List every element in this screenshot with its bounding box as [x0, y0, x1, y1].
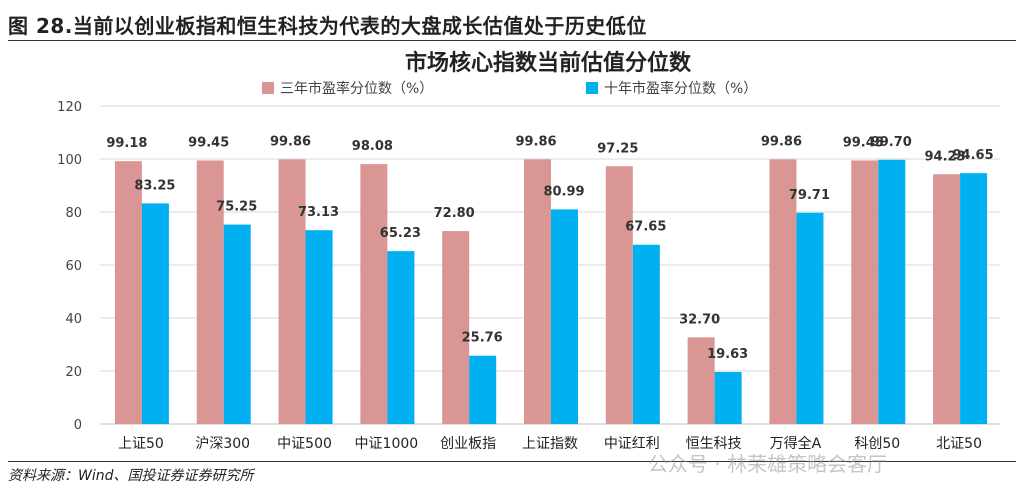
y-axis: 0 20 40 60 80 100 120	[57, 100, 82, 433]
bar-three-year	[769, 159, 797, 424]
x-tick-label: 上证50	[118, 436, 164, 452]
y-tick-label: 120	[57, 100, 82, 115]
x-axis: 上证50 沪深300 中证500 中证1000 创业板指 上证指数 中证红利 恒生科技 万得全A…	[118, 435, 982, 452]
legend-label-ten-year: 十年市盈率分位数（%）	[604, 80, 757, 97]
bars	[114, 159, 988, 425]
data-labels: 99.18 83.25 99.45 75.25 99.86 73.13 98.08 65.23…	[106, 134, 993, 362]
x-tick-label: 中证红利	[604, 436, 660, 452]
bar-three-year	[196, 160, 224, 424]
value-label-three-year: 94.23	[925, 149, 966, 164]
value-label-ten-year: 94.65	[953, 148, 994, 163]
y-tick-label: 100	[57, 153, 82, 168]
value-label-ten-year: 83.25	[134, 178, 175, 193]
value-label-three-year: 99.18	[106, 136, 147, 151]
value-label-ten-year: 79.71	[789, 188, 830, 203]
chart-title: 市场核心指数当前估值分位数	[405, 50, 692, 76]
x-tick-label: 北证50	[936, 436, 982, 452]
source-note: 资料来源：Wind、国投证券证券研究所	[8, 468, 254, 484]
legend-label-three-year: 三年市盈率分位数（%）	[280, 80, 433, 97]
value-label-ten-year: 19.63	[707, 347, 748, 362]
bar-ten-year	[796, 212, 824, 424]
value-label-three-year: 99.86	[515, 134, 556, 149]
bar-three-year	[278, 159, 306, 424]
legend-swatch-ten-year	[586, 82, 598, 94]
x-tick-label: 中证1000	[355, 436, 419, 452]
bar-ten-year	[878, 159, 906, 425]
value-label-ten-year: 73.13	[298, 205, 339, 220]
legend: 三年市盈率分位数（%） 十年市盈率分位数（%）	[262, 80, 757, 97]
value-label-ten-year: 75.25	[216, 200, 257, 215]
value-label-three-year: 97.25	[597, 141, 638, 156]
bar-ten-year	[387, 251, 415, 424]
x-tick-label: 万得全A	[770, 435, 822, 452]
bar-three-year	[605, 166, 633, 424]
bar-ten-year	[469, 355, 497, 424]
bar-chart: 市场核心指数当前估值分位数 三年市盈率分位数（%） 十年市盈率分位数（%） 0 2…	[57, 50, 1000, 452]
y-tick-label: 60	[65, 259, 82, 274]
bar-three-year	[114, 161, 142, 424]
value-label-three-year: 32.70	[679, 312, 720, 327]
bar-three-year	[442, 231, 470, 424]
bar-three-year	[360, 164, 388, 424]
bar-ten-year	[960, 173, 988, 424]
bar-three-year	[933, 174, 961, 424]
source-rule	[8, 461, 1016, 462]
value-label-ten-year: 99.70	[871, 135, 912, 150]
figure-caption: 图 28.当前以创业板指和恒生科技为代表的大盘成长估值处于历史低位	[8, 14, 647, 38]
bar-three-year	[524, 159, 551, 424]
value-label-ten-year: 80.99	[543, 184, 584, 199]
value-label-three-year: 72.80	[434, 206, 475, 221]
y-tick-label: 0	[74, 418, 82, 433]
value-label-ten-year: 65.23	[380, 226, 421, 241]
value-label-three-year: 98.08	[352, 139, 393, 154]
x-tick-label: 科创50	[854, 436, 900, 452]
bar-ten-year	[632, 244, 660, 424]
x-tick-label: 中证500	[277, 436, 332, 452]
y-tick-label: 40	[65, 312, 82, 327]
legend-swatch-three-year	[262, 82, 274, 94]
bar-ten-year	[714, 371, 742, 424]
bar-ten-year	[551, 209, 578, 424]
bar-ten-year	[141, 203, 169, 424]
caption-rule	[8, 40, 1016, 41]
x-tick-label: 恒生科技	[686, 436, 742, 452]
bar-three-year	[851, 160, 879, 424]
value-label-three-year: 99.45	[188, 135, 229, 150]
y-tick-label: 80	[65, 206, 82, 221]
watermark: 公众号 · 林荣雄策略会客厅	[648, 452, 888, 476]
bar-three-year	[687, 337, 715, 424]
value-label-ten-year: 25.76	[462, 331, 503, 346]
value-label-ten-year: 67.65	[625, 220, 666, 235]
x-tick-label: 上证指数	[522, 436, 578, 452]
value-label-three-year: 99.86	[761, 134, 802, 149]
value-label-three-year: 99.45	[843, 135, 884, 150]
x-tick-label: 创业板指	[440, 436, 496, 452]
bar-ten-year	[223, 224, 251, 424]
y-tick-label: 20	[65, 365, 82, 380]
x-tick-label: 沪深300	[195, 436, 250, 452]
value-label-three-year: 99.86	[270, 134, 311, 149]
bar-ten-year	[305, 230, 333, 424]
